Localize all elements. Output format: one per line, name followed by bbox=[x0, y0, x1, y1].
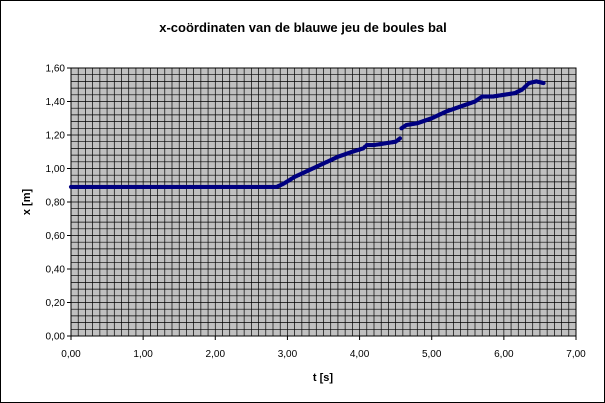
x-tick-label: 6,00 bbox=[494, 349, 514, 360]
y-tick-label: 1,00 bbox=[46, 164, 66, 175]
y-tick-label: 0,00 bbox=[46, 332, 66, 343]
y-axis-ticks: 0,00 0,20 0,40 0,60 0,80 1,00 1,20 1,40 1,60 bbox=[46, 64, 71, 343]
x-tick-label: 4,00 bbox=[350, 349, 370, 360]
x-tick-label: 7,00 bbox=[566, 349, 586, 360]
y-tick-label: 1,60 bbox=[46, 64, 66, 75]
series-0 bbox=[68, 79, 546, 190]
y-axis-label: x [m] bbox=[21, 189, 33, 216]
y-tick-label: 0,60 bbox=[46, 231, 66, 242]
data-point bbox=[541, 80, 546, 86]
y-tick-label: 0,80 bbox=[46, 198, 66, 209]
x-axis-ticks: 0,00 1,00 2,00 3,00 4,00 5,00 6,00 7,00 bbox=[61, 336, 586, 360]
data-series bbox=[68, 79, 546, 190]
y-tick-label: 1,40 bbox=[46, 97, 66, 108]
gridlines bbox=[71, 68, 576, 336]
x-tick-label: 2,00 bbox=[206, 349, 226, 360]
chart-title: x-coördinaten van de blauwe jeu de boule… bbox=[159, 20, 447, 35]
y-tick-label: 1,20 bbox=[46, 131, 66, 142]
x-axis-label: t [s] bbox=[313, 372, 334, 384]
x-tick-label: 1,00 bbox=[133, 349, 153, 360]
x-tick-label: 5,00 bbox=[422, 349, 442, 360]
x-tick-label: 3,00 bbox=[278, 349, 298, 360]
x-tick-label: 0,00 bbox=[61, 349, 81, 360]
y-tick-label: 0,40 bbox=[46, 265, 66, 276]
data-point bbox=[397, 136, 403, 141]
plot-area bbox=[70, 67, 577, 337]
y-tick-label: 0,20 bbox=[46, 298, 66, 309]
